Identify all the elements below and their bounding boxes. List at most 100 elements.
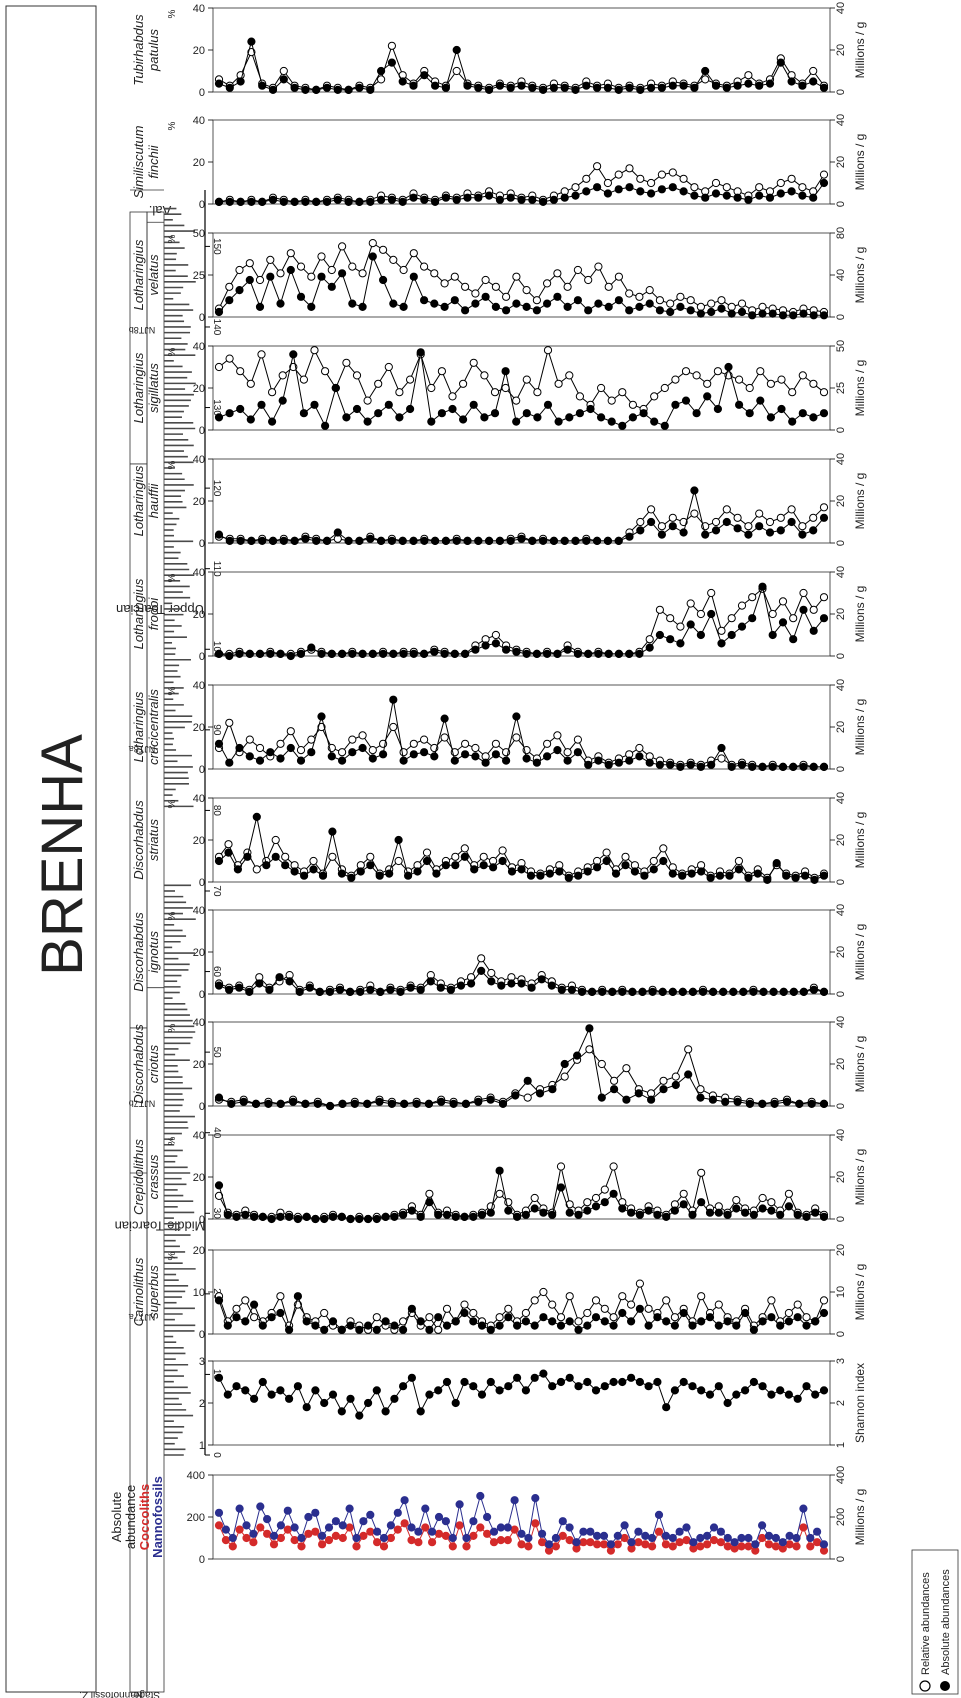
data-point: [641, 1540, 650, 1549]
right-tick-label: 40: [835, 566, 847, 578]
data-point: [425, 1313, 434, 1322]
data-point: [400, 1519, 409, 1528]
data-point: [625, 756, 634, 765]
data-point: [236, 367, 245, 376]
data-point: [778, 762, 788, 772]
data-point: [703, 1540, 712, 1549]
data-point: [753, 869, 762, 878]
data-point: [618, 1292, 627, 1301]
data-point: [614, 758, 624, 767]
data-point: [758, 582, 767, 591]
data-point: [727, 614, 736, 623]
data-point: [530, 1296, 539, 1305]
data-point: [348, 735, 357, 744]
data-point: [671, 1072, 680, 1081]
data-point: [614, 272, 624, 281]
data-point: [737, 307, 747, 317]
data-point: [390, 1394, 399, 1403]
left-tick-label: 0: [199, 425, 205, 437]
data-point: [387, 195, 396, 204]
data-point: [737, 601, 747, 610]
data-point: [442, 1210, 452, 1219]
data-point: [477, 1390, 487, 1399]
lithology-tick-label: 50: [211, 1047, 222, 1059]
data-point: [255, 649, 265, 659]
percent-label: %: [167, 121, 178, 130]
data-point: [660, 421, 669, 430]
data-point: [504, 1382, 513, 1391]
data-point: [573, 296, 583, 305]
data-point: [614, 296, 624, 305]
data-point: [377, 195, 386, 204]
right-axis-label: Millions / g: [853, 1036, 867, 1093]
data-point: [539, 1369, 548, 1378]
data-point: [748, 311, 757, 320]
data-point: [312, 536, 321, 546]
data-point: [420, 195, 429, 204]
data-point: [770, 1099, 779, 1109]
data-point: [399, 265, 408, 275]
data-point: [660, 383, 669, 393]
data-point: [584, 275, 593, 285]
data-point: [372, 1214, 381, 1224]
data-point: [268, 536, 278, 546]
data-point: [582, 174, 591, 183]
lithology-tick-label: 130: [211, 399, 222, 416]
data-point: [593, 863, 602, 872]
data-point: [517, 534, 526, 543]
data-point: [560, 1059, 569, 1069]
data-point: [645, 299, 654, 308]
data-point: [655, 306, 665, 315]
data-point: [564, 873, 573, 882]
data-point: [668, 513, 677, 522]
data-point: [252, 812, 261, 822]
data-point: [387, 58, 396, 67]
data-point: [628, 413, 638, 422]
data-point: [748, 614, 757, 623]
data-point: [491, 750, 500, 759]
right-tick-label: 40: [835, 1129, 847, 1141]
data-point: [352, 371, 362, 380]
data-point: [486, 1325, 495, 1334]
data-point: [425, 1325, 434, 1334]
data-point: [255, 275, 265, 285]
data-point: [262, 861, 271, 870]
data-point: [214, 1181, 224, 1190]
left-tick-label: 40: [193, 1017, 205, 1029]
data-point: [344, 85, 353, 95]
data-point: [398, 77, 407, 86]
data-point: [366, 85, 375, 95]
data-point: [502, 756, 511, 765]
data-point: [644, 1206, 653, 1215]
data-point: [744, 522, 753, 531]
series-line: [218, 348, 825, 410]
data-point: [599, 1540, 609, 1549]
right-tick-label: 0: [835, 653, 847, 659]
data-point: [763, 875, 772, 885]
data-point: [328, 827, 337, 836]
data-point: [709, 987, 718, 997]
data-point: [263, 1515, 272, 1524]
data-point: [235, 1504, 244, 1513]
series-label: Nannofossils: [150, 1476, 165, 1558]
data-point: [729, 987, 738, 997]
data-point: [666, 635, 675, 644]
right-tick-label: 0: [835, 540, 847, 546]
data-point: [235, 743, 244, 753]
right-axis-label: Millions / g: [853, 1489, 867, 1546]
data-point: [481, 275, 490, 285]
data-point: [469, 1531, 478, 1541]
data-point: [394, 835, 403, 845]
data-point: [427, 417, 436, 426]
data-point: [681, 367, 691, 376]
data-point: [377, 75, 386, 84]
data-point: [565, 1292, 574, 1301]
data-point: [434, 1529, 444, 1538]
data-point: [563, 645, 572, 654]
left-tick-label: 20: [193, 1172, 205, 1184]
data-point: [257, 400, 266, 409]
data-point: [507, 867, 517, 876]
series-line: [218, 1164, 825, 1220]
data-point: [302, 1317, 311, 1326]
data-point: [293, 1214, 302, 1224]
